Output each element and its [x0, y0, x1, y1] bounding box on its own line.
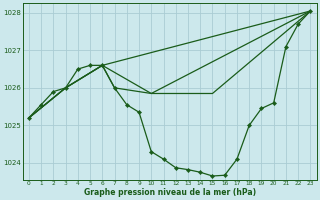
X-axis label: Graphe pression niveau de la mer (hPa): Graphe pression niveau de la mer (hPa)	[84, 188, 256, 197]
